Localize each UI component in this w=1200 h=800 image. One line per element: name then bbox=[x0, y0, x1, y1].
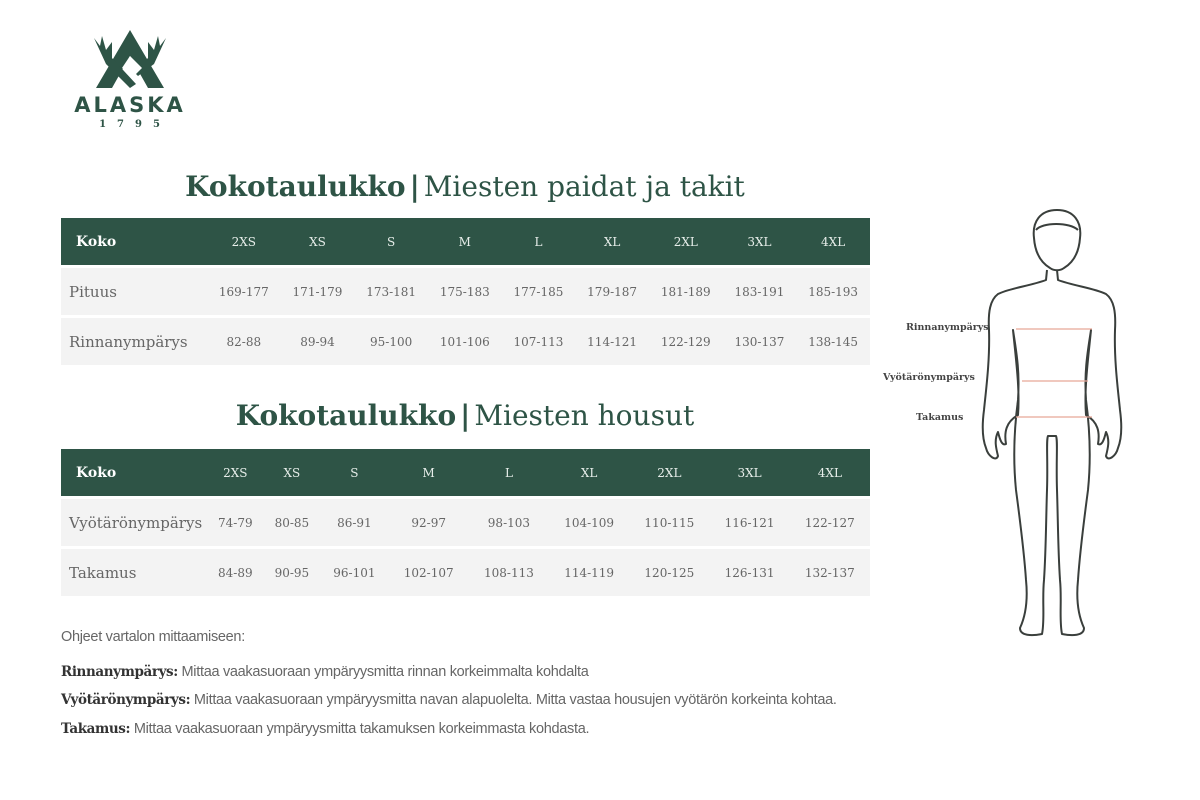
size-table-pants: Koko 2XS XS S M L XL 2XL 3XL 4XL Vyötärö… bbox=[61, 446, 870, 599]
table-title-pants: Kokotaulukko | Miesten housut bbox=[61, 399, 869, 432]
figure-label-chest: Rinnanympärys bbox=[906, 322, 989, 333]
table-cell: 96-101 bbox=[320, 549, 389, 596]
row-label: Rinnanympärys bbox=[61, 318, 207, 365]
instruction-text: Mittaa vaakasuoraan ympäryysmitta rinnan… bbox=[181, 664, 589, 680]
instruction-text: Mittaa vaakasuoraan ympäryysmitta navan … bbox=[193, 692, 837, 708]
header-cell: Koko bbox=[61, 449, 207, 496]
header-cell: XS bbox=[263, 449, 321, 496]
human-body-outline-icon bbox=[981, 209, 1123, 637]
table-cell: 185-193 bbox=[796, 268, 870, 315]
instruction-text: Mittaa vaakasuoraan ympäryysmitta takamu… bbox=[133, 721, 590, 737]
table-cell: 138-145 bbox=[796, 318, 870, 365]
header-cell: L bbox=[501, 218, 576, 265]
table-cell: 173-181 bbox=[354, 268, 428, 315]
instruction-term: Vyötärönympärys: bbox=[61, 692, 191, 708]
table-cell: 98-103 bbox=[468, 499, 550, 546]
table-cell: 181-189 bbox=[648, 268, 723, 315]
table-cell: 114-119 bbox=[549, 549, 630, 596]
header-cell: Koko bbox=[61, 218, 207, 265]
header-cell: 3XL bbox=[722, 218, 797, 265]
header-cell: L bbox=[468, 449, 550, 496]
table-cell: 107-113 bbox=[501, 318, 576, 365]
table-cell: 104-109 bbox=[549, 499, 630, 546]
logo-wordmark: ALASKA bbox=[74, 93, 186, 117]
header-cell: S bbox=[320, 449, 389, 496]
alaska-logo: ALASKA 1795 bbox=[70, 28, 190, 130]
instruction-waist: Vyötärönympärys: Mittaa vaakasuoraan ymp… bbox=[61, 692, 837, 708]
header-cell: 3XL bbox=[709, 449, 790, 496]
table-cell: 169-177 bbox=[207, 268, 281, 315]
header-cell: 2XL bbox=[648, 218, 723, 265]
table-cell: 95-100 bbox=[354, 318, 428, 365]
table-header-row: Koko 2XS XS S M L XL 2XL 3XL 4XL bbox=[61, 449, 870, 496]
table-header-row: Koko 2XS XS S M L XL 2XL 3XL 4XL bbox=[61, 218, 870, 265]
table-row: Takamus 84-89 90-95 96-101 102-107 108-1… bbox=[61, 549, 870, 596]
table-cell: 92-97 bbox=[388, 499, 469, 546]
table-cell: 110-115 bbox=[629, 499, 710, 546]
table-cell: 179-187 bbox=[575, 268, 649, 315]
table-cell: 116-121 bbox=[709, 499, 790, 546]
table-cell: 171-179 bbox=[280, 268, 355, 315]
size-table-shirts: Koko 2XS XS S M L XL 2XL 3XL 4XL Pituus … bbox=[61, 215, 870, 368]
table-cell: 114-121 bbox=[575, 318, 649, 365]
instruction-chest: Rinnanympärys: Mittaa vaakasuoraan ympär… bbox=[61, 664, 589, 680]
table-cell: 177-185 bbox=[501, 268, 576, 315]
header-cell: M bbox=[427, 218, 502, 265]
header-cell: XL bbox=[549, 449, 630, 496]
title-separator: | bbox=[409, 170, 420, 203]
table-cell: 86-91 bbox=[320, 499, 389, 546]
table-cell: 126-131 bbox=[709, 549, 790, 596]
table-cell: 74-79 bbox=[207, 499, 264, 546]
table-title-shirts: Kokotaulukko | Miesten paidat ja takit bbox=[61, 170, 869, 203]
antler-mountain-logo-icon bbox=[94, 30, 166, 88]
header-cell: 2XS bbox=[207, 449, 264, 496]
header-cell: XL bbox=[575, 218, 649, 265]
table-cell: 90-95 bbox=[263, 549, 321, 596]
header-cell: 2XS bbox=[207, 218, 281, 265]
measurement-lines bbox=[1016, 328, 1092, 418]
title-separator: | bbox=[460, 399, 471, 432]
instruction-term: Rinnanympärys: bbox=[61, 664, 178, 680]
header-cell: XS bbox=[280, 218, 355, 265]
table-row: Pituus 169-177 171-179 173-181 175-183 1… bbox=[61, 268, 870, 315]
table-cell: 89-94 bbox=[280, 318, 355, 365]
body-measurement-figure: Rinnanympärys Vyötärönympärys Takamus bbox=[870, 200, 1150, 655]
table-cell: 183-191 bbox=[722, 268, 797, 315]
table-cell: 175-183 bbox=[427, 268, 502, 315]
figure-label-waist: Vyötärönympärys bbox=[883, 372, 975, 383]
header-cell: 2XL bbox=[629, 449, 710, 496]
table-row: Vyötärönympärys 74-79 80-85 86-91 92-97 … bbox=[61, 499, 870, 546]
table-cell: 102-107 bbox=[388, 549, 469, 596]
row-label: Pituus bbox=[61, 268, 207, 315]
table-cell: 80-85 bbox=[263, 499, 321, 546]
figure-label-hips: Takamus bbox=[916, 412, 964, 423]
logo-year: 1795 bbox=[99, 119, 171, 130]
row-label: Takamus bbox=[61, 549, 207, 596]
header-cell: S bbox=[354, 218, 428, 265]
table-cell: 84-89 bbox=[207, 549, 264, 596]
title-subtitle: Miesten housut bbox=[474, 399, 695, 432]
table-row: Rinnanympärys 82-88 89-94 95-100 101-106… bbox=[61, 318, 870, 365]
table-cell: 130-137 bbox=[722, 318, 797, 365]
table-cell: 120-125 bbox=[629, 549, 710, 596]
table-cell: 122-129 bbox=[648, 318, 723, 365]
table-cell: 101-106 bbox=[427, 318, 502, 365]
table-cell: 82-88 bbox=[207, 318, 281, 365]
header-cell: 4XL bbox=[796, 218, 870, 265]
instruction-hips: Takamus: Mittaa vaakasuoraan ympäryysmit… bbox=[61, 721, 590, 737]
instructions-heading: Ohjeet vartalon mittaamiseen: bbox=[61, 629, 245, 645]
title-subtitle: Miesten paidat ja takit bbox=[423, 170, 745, 203]
instruction-term: Takamus: bbox=[61, 721, 131, 737]
title-bold: Kokotaulukko bbox=[235, 399, 457, 432]
header-cell: 4XL bbox=[789, 449, 870, 496]
table-cell: 122-127 bbox=[789, 499, 870, 546]
row-label: Vyötärönympärys bbox=[61, 499, 207, 546]
table-cell: 108-113 bbox=[468, 549, 550, 596]
header-cell: M bbox=[388, 449, 469, 496]
title-bold: Kokotaulukko bbox=[185, 170, 406, 203]
table-cell: 132-137 bbox=[789, 549, 870, 596]
